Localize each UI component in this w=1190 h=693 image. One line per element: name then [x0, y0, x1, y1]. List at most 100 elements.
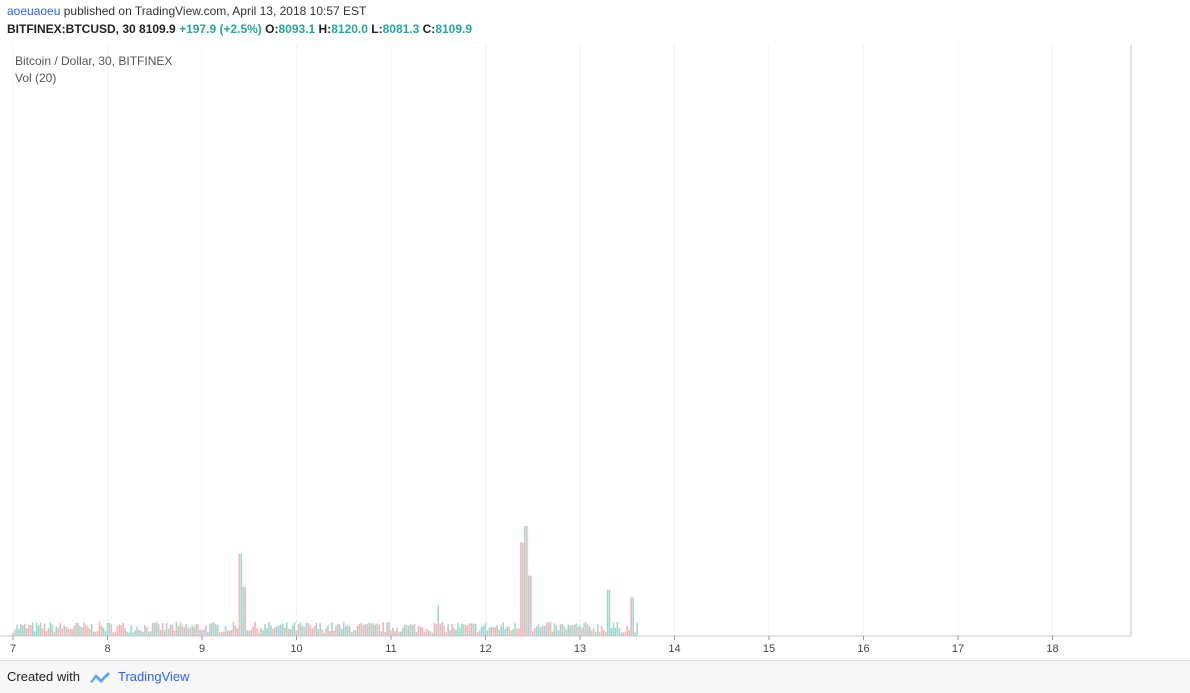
volume-bar — [31, 622, 34, 636]
volume-bar — [374, 624, 377, 636]
volume-bar — [295, 630, 298, 636]
volume-bar — [571, 625, 573, 636]
volume-bar — [224, 626, 227, 636]
volume-bar — [90, 623, 93, 636]
volume-bar — [92, 631, 95, 636]
volume-bar — [309, 625, 312, 636]
volume-bar — [427, 630, 430, 636]
volume-bar — [405, 624, 408, 636]
volume-bar — [274, 627, 276, 636]
volume-bar — [632, 597, 634, 636]
volume-bar — [478, 630, 481, 636]
volume-bar — [333, 630, 335, 636]
volume-bar — [264, 624, 266, 636]
volume-bar — [522, 542, 524, 636]
volume-bar — [348, 626, 351, 636]
volume-bar — [226, 630, 229, 636]
time-tick-label: 9 — [199, 643, 205, 655]
volume-bar — [630, 597, 632, 636]
volume-bar — [293, 622, 296, 636]
volume-bar — [14, 629, 16, 636]
volume-bar — [496, 624, 499, 636]
volume-bar — [535, 626, 538, 636]
volume-bar — [220, 631, 223, 636]
price-chart[interactable]: 0(8271.3)0.236(7878.7)0.382(7635.9)0.5(7… — [0, 44, 1190, 660]
volume-bar — [569, 625, 571, 636]
volume-bar — [132, 632, 134, 636]
volume-bar — [484, 623, 487, 636]
volume-bar — [75, 622, 77, 636]
volume-bar — [317, 628, 319, 636]
volume-bar — [234, 625, 237, 636]
volume-bar — [608, 589, 611, 636]
volume-bar — [356, 625, 359, 636]
volume-bar — [228, 630, 231, 636]
volume-bar — [258, 632, 260, 636]
volume-bar — [248, 630, 251, 636]
volume-bar — [126, 631, 128, 636]
volume-bar — [549, 621, 552, 636]
volume-bar — [157, 624, 160, 636]
volume-bar — [382, 622, 384, 636]
legend-title: Bitcoin / Dollar, 30, BITFINEX — [15, 54, 173, 68]
time-tick-label: 18 — [1046, 643, 1058, 655]
volume-bar — [616, 621, 619, 636]
publish-line: aoeuaoeu published on TradingView.com, A… — [7, 4, 366, 18]
volume-bar — [98, 621, 101, 636]
volume-bar — [596, 624, 599, 636]
low-value: 8081.3 — [382, 22, 420, 36]
volume-bar — [37, 625, 40, 636]
volume-bar — [529, 575, 532, 636]
open-value: 8093.1 — [278, 22, 316, 36]
volume-bar — [445, 632, 447, 636]
volume-bar — [297, 623, 300, 636]
volume-bar — [516, 628, 518, 636]
volume-bar — [528, 575, 530, 636]
volume-bar — [435, 624, 438, 636]
volume-bar — [465, 625, 467, 636]
volume-bar — [514, 623, 516, 636]
time-tick-label: 10 — [290, 643, 302, 655]
volume-bars — [12, 526, 638, 636]
volume-bar — [49, 622, 52, 636]
volume-bar — [400, 631, 402, 636]
open-label: O: — [265, 22, 279, 36]
volume-bar — [466, 624, 469, 636]
volume-bar — [321, 629, 323, 636]
volume-bar — [276, 626, 278, 636]
volume-bar — [577, 626, 579, 636]
volume-bar — [402, 627, 404, 636]
tradingview-link[interactable]: TradingView — [118, 669, 190, 684]
volume-bar — [612, 622, 615, 636]
chart-legend: Bitcoin / Dollar, 30, BITFINEX Vol (20) — [15, 53, 172, 87]
volume-bar — [71, 629, 73, 636]
volume-bar — [398, 632, 400, 636]
volume-bar — [372, 623, 375, 636]
volume-bar — [622, 632, 625, 636]
volume-bar — [43, 623, 46, 636]
volume-bar — [104, 631, 107, 636]
volume-bar — [455, 629, 457, 636]
volume-bar — [589, 626, 591, 636]
volume-bar — [563, 626, 566, 636]
time-axis[interactable]: 7 8 9 10 11 12 13 14 15 16 17 18 — [10, 636, 1059, 655]
volume-bar — [449, 629, 451, 636]
volume-bar — [370, 623, 373, 636]
volume-bar — [187, 627, 190, 636]
volume-bar — [417, 625, 420, 636]
volume-bar — [189, 627, 191, 636]
low-label: L: — [371, 22, 383, 36]
volume-bar — [110, 624, 113, 636]
volume-bar — [242, 586, 245, 636]
tradingview-logo-icon[interactable] — [88, 670, 112, 687]
volume-bar — [461, 623, 463, 636]
publisher-link[interactable]: aoeuaoeu — [7, 4, 61, 18]
volume-bar — [230, 630, 233, 636]
volume-bar — [366, 623, 369, 636]
volume-bar — [421, 627, 424, 636]
volume-bar — [474, 623, 477, 636]
volume-bar — [618, 628, 621, 636]
volume-bar — [169, 624, 172, 636]
volume-bar — [451, 623, 453, 636]
volume-bar — [413, 623, 416, 636]
